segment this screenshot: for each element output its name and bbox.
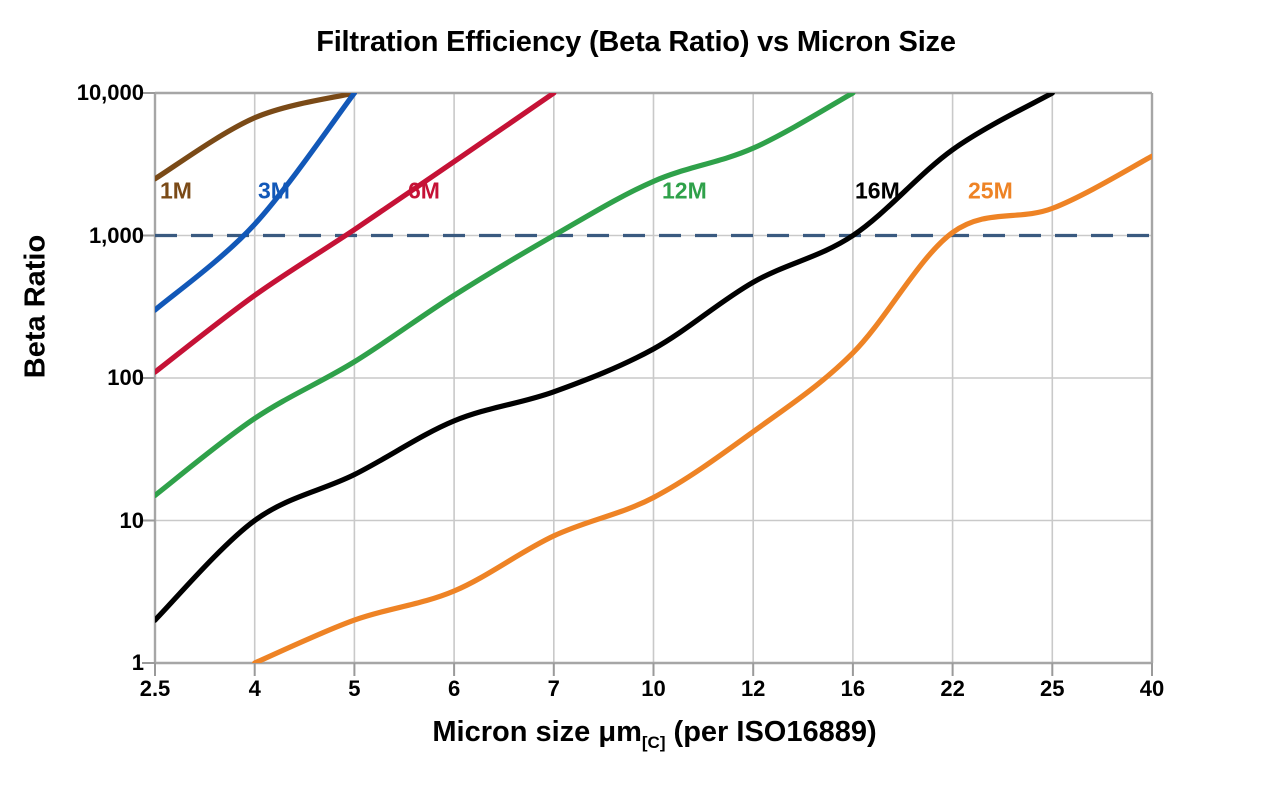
x-tick-label: 10 (641, 676, 666, 701)
series-16M (155, 93, 1055, 623)
x-axis-title: Micron size μm[C] (per ISO16889) (156, 716, 1153, 753)
series-12M (155, 93, 856, 499)
series-line-3M (155, 93, 357, 313)
y-tick-label: 1 (131, 650, 144, 675)
tick-marks (142, 92, 1153, 676)
series-line-16M (155, 93, 1055, 623)
y-tick-label: 10,000 (76, 80, 144, 105)
chart-title: Filtration Efficiency (Beta Ratio) vs Mi… (316, 26, 956, 58)
x-tick-label: 16 (840, 676, 866, 701)
series-label-12M: 12M (662, 177, 707, 204)
x-tick-label: 6 (447, 676, 461, 701)
series-curves (155, 93, 1152, 663)
series-label-16M: 16M (855, 177, 900, 204)
series-label-25M: 25M (968, 177, 1013, 204)
y-tick-label: 100 (107, 365, 144, 390)
series-line-6M (155, 93, 557, 375)
series-line-25M (252, 153, 1152, 663)
x-axis-title-tail: (per ISO16889) (665, 716, 877, 748)
series-25M (252, 153, 1152, 663)
series-1M (155, 93, 357, 182)
x-tick-label: 5 (348, 676, 361, 701)
y-tick-label: 10 (119, 507, 144, 533)
x-axis-title-subscript: [C] (641, 732, 666, 752)
series-line-12M (155, 93, 856, 499)
y-tick-label: 1,000 (88, 222, 144, 248)
x-tick-label: 25 (1040, 676, 1065, 701)
x-axis-title-main: Micron size μm (432, 716, 642, 748)
series-label-3M: 3M (258, 177, 290, 204)
series-3M (155, 93, 357, 313)
series-label-1M: 1M (160, 177, 192, 204)
x-tick-label: 4 (248, 676, 261, 701)
x-tick-label: 12 (740, 676, 766, 701)
x-tick-label: 40 (1139, 676, 1165, 701)
series-label-6M: 6M (408, 177, 440, 204)
x-tick-label: 22 (940, 676, 965, 701)
series-6M (155, 93, 557, 375)
series-line-1M (155, 93, 357, 182)
x-tick-label: 7 (547, 676, 560, 701)
x-tick-label: 2.5 (139, 676, 171, 701)
